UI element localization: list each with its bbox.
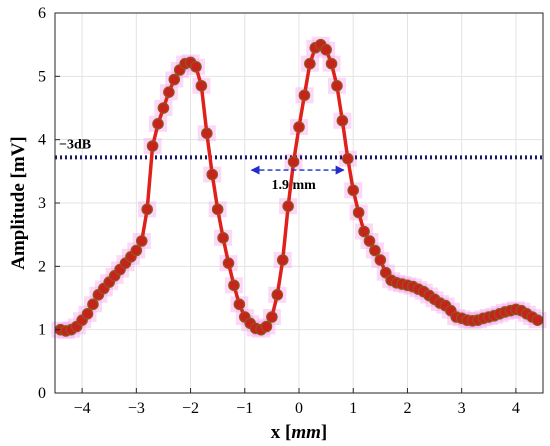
data-point (141, 203, 153, 216)
x-tick-label: 1 (349, 400, 357, 417)
data-point (260, 320, 273, 333)
data-point (168, 73, 181, 86)
x-tick-label: −1 (236, 400, 253, 417)
data-point (222, 257, 235, 269)
x-tick-label: 0 (295, 400, 303, 417)
data-point (341, 152, 354, 165)
data-point (336, 114, 349, 127)
threshold-line: −3dB (55, 137, 543, 160)
data-point (163, 86, 175, 98)
data-point (369, 244, 381, 257)
y-tick-label: 5 (38, 68, 46, 85)
data-point (347, 184, 360, 197)
data-point (87, 298, 99, 311)
data-point (152, 118, 164, 130)
data-point (228, 279, 240, 292)
series (54, 38, 544, 337)
data-point (81, 308, 94, 320)
y-tick-label: 1 (38, 322, 46, 339)
data-point (195, 80, 208, 92)
data-point (363, 235, 376, 247)
y-tick-label: 2 (38, 258, 46, 275)
x-tick-label: −3 (128, 400, 145, 417)
data-point (282, 200, 294, 212)
y-tick-label: 6 (38, 5, 46, 22)
data-point (320, 43, 332, 56)
x-axis-unit: mm (291, 422, 321, 443)
data-point (358, 225, 370, 238)
data-point (201, 127, 213, 140)
x-tick-label: −2 (182, 400, 199, 417)
data-point (233, 298, 246, 311)
data-point (531, 314, 544, 326)
data-point (325, 57, 338, 70)
data-point (157, 102, 170, 114)
data-point (130, 244, 143, 257)
data-point (276, 254, 289, 266)
annotations: 1.9 mm (250, 165, 345, 193)
data-point (298, 89, 311, 102)
tick-labels: −4 −3 −2 −1 0 1 2 3 4 0 1 2 3 4 5 6 (38, 5, 520, 417)
x-tick-label: 2 (403, 400, 411, 417)
data-point (135, 235, 148, 247)
width-label: 1.9 mm (271, 178, 316, 193)
data-point (293, 121, 305, 133)
data-point (374, 254, 387, 266)
x-tick-label: 4 (512, 400, 520, 417)
x-tick-label: 3 (458, 400, 466, 417)
data-point (352, 206, 365, 219)
data-point (211, 203, 224, 216)
y-tick-label: 4 (38, 132, 46, 149)
y-tick-label: 0 (38, 385, 46, 402)
x-tick-label: −4 (74, 400, 91, 417)
threshold-label: −3dB (59, 137, 91, 152)
y-axis-label: Amplitude [mV] (8, 136, 29, 270)
data-point (190, 61, 202, 73)
y-tick-label: 3 (38, 195, 46, 212)
data-point (206, 168, 219, 181)
data-point (304, 57, 316, 70)
x-axis-label: x [mm] (271, 422, 327, 443)
data-point (271, 289, 284, 301)
data-point (217, 232, 229, 244)
data-point (331, 80, 343, 92)
data-point (287, 156, 300, 168)
x-axis-variable: x (271, 422, 281, 443)
grid (55, 12, 543, 394)
data-point (266, 311, 278, 323)
data-point (146, 140, 159, 152)
